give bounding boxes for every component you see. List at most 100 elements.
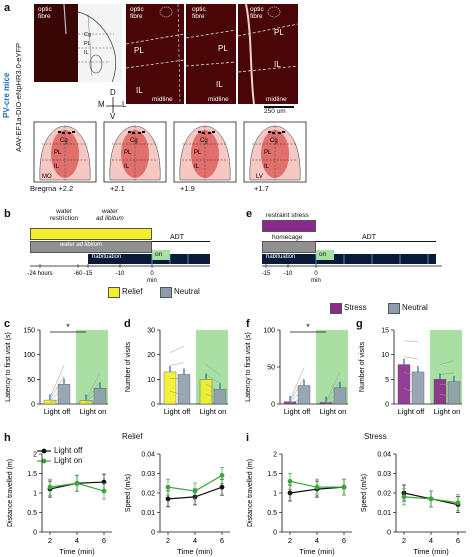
y-tick-label: 1.5 <box>27 471 37 478</box>
y-tick-label: 0.01 <box>377 510 391 517</box>
side-title: PV-cre mice <box>2 72 11 118</box>
coronal-cg-2: Cg <box>200 138 208 144</box>
side-subtitle: AAV-EF1a-DIO-eNpHR3.0-eYFP <box>14 42 23 152</box>
x-axis-label: Time (min) <box>413 547 449 556</box>
timeline-tick-label: -15 <box>262 271 271 277</box>
x-tick-label: 4 <box>75 536 79 545</box>
subject-line <box>403 340 419 342</box>
bar-neutral-0 <box>411 371 425 405</box>
y-tick-label: 0 <box>151 402 155 409</box>
coronal-il-2: IL <box>194 164 200 170</box>
data-point-1-2 <box>341 484 347 490</box>
coronal-il-0: IL <box>54 164 60 170</box>
subject-line <box>439 384 455 386</box>
timeline-tick-label: -15 <box>84 271 93 277</box>
scale-bar: 250 um <box>258 106 298 116</box>
x-tick-label: 4 <box>193 536 197 545</box>
y-tick-label: 1 <box>273 491 277 498</box>
subject-line <box>205 384 221 392</box>
bar-neutral-0 <box>297 385 311 405</box>
x-tick-label: Light on <box>320 407 347 416</box>
subject-line <box>205 364 221 376</box>
subject-line <box>325 389 341 404</box>
orientation-compass: D V M L <box>98 88 127 121</box>
coronal-mo: MO <box>42 174 52 180</box>
y-tick-label: 100 <box>23 352 35 359</box>
timeline-e: restraint stress homecage ADT habituatio… <box>262 208 442 284</box>
x-tick-label: 2 <box>402 536 406 545</box>
y-axis-label: Latency to first visit (s) <box>5 332 12 402</box>
data-point-1-0 <box>47 484 53 490</box>
subject-line <box>85 373 101 399</box>
y-tick-label: 0.03 <box>377 471 391 478</box>
fibre-label: fibre <box>38 13 51 20</box>
subject-line <box>85 390 101 402</box>
x-tick-label: 6 <box>456 536 460 545</box>
schematic-image: optic fibre Cg PL IL <box>34 4 122 82</box>
y-axis-label: Distance travelled (m) <box>7 459 14 527</box>
y-tick-label: 20 <box>147 352 155 359</box>
bar-neutral-0 <box>57 384 71 405</box>
y-tick-label: 50 <box>27 377 35 384</box>
subject-line <box>49 376 65 400</box>
coronal-cg-0: Cg <box>60 138 68 144</box>
subject-line <box>403 372 419 377</box>
chart-h-distance: 0 0.5 1 1.5 2 2 4 6 Time (min) Distance travelled… <box>7 452 112 556</box>
x-axis-label: Time (min) <box>177 547 213 556</box>
timeline-tick-label: -10 <box>284 271 293 277</box>
legend-relief-swatch <box>108 287 120 298</box>
y-tick-label: 10 <box>147 377 155 384</box>
coronal-pl-1: PL <box>124 150 132 156</box>
x-tick-label: Light off <box>284 407 311 416</box>
bregma-4: +1.7 <box>254 184 269 193</box>
timeline-tick-label: 0 <box>150 271 154 277</box>
timeline-tick-label: 0 <box>314 271 318 277</box>
title-stress: Stress <box>364 432 387 441</box>
coronal-sections: Cg PL IL Cg PL IL Cg PL IL Cg PL IL MO LV <box>30 120 310 192</box>
coronal-pl-0: PL <box>54 150 62 156</box>
chart-i-distance: 0 0.5 1 1.5 2 2 4 6 Time (min) Distance travelled… <box>247 452 352 556</box>
y-tick-label: 0 <box>151 530 155 537</box>
legend-neutral-swatch <box>160 287 172 298</box>
timeline-b: water restriction water ad libitum water… <box>27 208 210 284</box>
x-axis-label: Time (min) <box>59 547 95 556</box>
chart-h-speed: 0 0.01 0.02 0.03 0.04 2 4 6 Time (min) Speed (m/s… <box>125 452 230 556</box>
x-tick-label: Light off <box>398 407 425 416</box>
y-tick-label: 100 <box>263 328 275 335</box>
y-axis-label: Number of visits <box>359 341 366 392</box>
y-axis-label: Distance travelled (m) <box>247 459 254 527</box>
x-tick-label: 6 <box>342 536 346 545</box>
subject-line <box>49 365 65 398</box>
schem-il: IL <box>84 50 89 56</box>
subject-line <box>289 398 305 404</box>
y-axis-label: Latency to first visit (s) <box>245 332 252 402</box>
chart-f: 0 50 100 Latency to first visit (s) Light of… <box>245 322 348 416</box>
y-axis-label: Speed (m/s) <box>361 474 368 512</box>
panel-label-c: c <box>4 318 11 330</box>
timeline-tick-label: -10 <box>116 271 125 277</box>
y-tick-label: 150 <box>23 328 35 335</box>
y-tick-label: 0 <box>273 530 277 537</box>
y-tick-label: 2 <box>33 452 37 459</box>
bar-relief-0 <box>43 399 57 405</box>
bregma-2: +2.1 <box>110 184 125 193</box>
subject-line <box>85 381 101 401</box>
x-tick-label: Light on <box>80 407 107 416</box>
panel-label-b: b <box>4 208 11 220</box>
subject-line <box>289 388 305 403</box>
y-tick-label: 2 <box>273 452 277 459</box>
coronal-il-3: IL <box>264 164 270 170</box>
data-point-1-2 <box>219 473 225 478</box>
y-tick-label: 0.5 <box>267 510 277 517</box>
legend-neutral2-swatch <box>388 303 400 314</box>
subject-line <box>85 399 101 403</box>
data-point-1-0 <box>165 484 171 490</box>
bar-relief-1 <box>199 379 213 405</box>
subject-line <box>403 387 419 395</box>
y-tick-label: 15 <box>381 328 389 335</box>
x-tick-label: 6 <box>220 536 224 545</box>
chart-g: 0 5 10 15 Number of visits Light off Light on <box>359 328 462 416</box>
subject-line <box>439 393 455 398</box>
subject-line <box>325 381 341 403</box>
data-point-1-0 <box>287 478 293 484</box>
